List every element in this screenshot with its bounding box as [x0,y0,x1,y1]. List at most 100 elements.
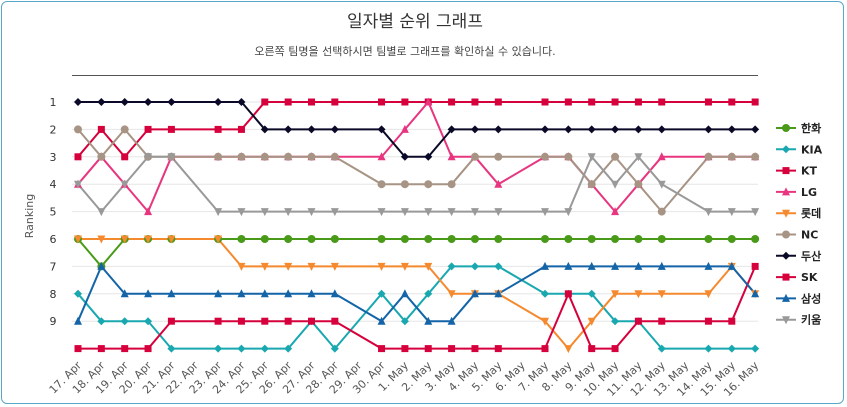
data-point [237,152,246,161]
legend-marker-0 [782,124,790,132]
data-point [727,125,736,134]
data-point [751,125,760,134]
data-point [400,180,409,189]
data-point [261,98,269,106]
legend-item-9[interactable]: 키움 [801,313,821,327]
data-point [307,208,316,217]
data-point [74,98,82,106]
data-point [704,290,713,299]
data-point [494,345,502,353]
y-tick-label-5: 5 [50,206,57,219]
data-point [167,98,176,106]
data-point [470,208,479,217]
data-point [424,262,433,271]
y-tick-label-3: 3 [50,151,57,164]
legend-item-0[interactable]: 한화 [801,121,821,135]
data-point [308,98,315,106]
data-point [144,207,153,216]
legend-item-6[interactable]: 두산 [801,249,821,263]
data-point [378,345,386,353]
data-point [541,125,549,134]
data-point [284,289,293,298]
data-point [144,235,153,244]
data-point [611,152,620,161]
data-point [587,125,596,134]
legend-item-3[interactable]: LG [801,186,817,199]
data-point [704,261,713,270]
series-line-5 [77,127,756,214]
data-point [120,317,129,326]
data-point [424,97,433,106]
data-point [97,345,105,353]
data-point [704,235,713,243]
y-axis-label: Ranking [23,194,36,239]
data-point [727,235,736,243]
data-point [587,261,596,270]
data-point [470,152,479,161]
y-tick-label-4: 4 [50,178,57,191]
data-point [611,317,620,326]
data-point [400,235,409,243]
data-point [564,261,573,270]
data-point [400,317,409,326]
data-point [634,98,642,106]
data-point [658,98,666,106]
data-point [308,317,315,325]
data-point [260,289,269,298]
data-point [634,317,642,325]
data-point [634,180,643,189]
legend-item-1[interactable]: KIA [801,143,823,156]
data-point [704,317,712,325]
data-point [237,98,246,106]
data-point [74,180,82,189]
legend-item-8[interactable]: 삼성 [801,291,821,305]
data-point [377,180,386,189]
data-point [237,262,246,271]
data-point [564,152,573,161]
data-point [400,289,409,298]
data-point [424,180,433,189]
data-point [237,208,246,217]
data-point [541,235,549,243]
data-point [330,235,339,243]
data-point [74,153,82,161]
legend-item-7[interactable]: SK [801,271,818,284]
data-point [97,235,106,244]
data-point [121,345,129,353]
data-point [74,316,82,325]
data-point [751,98,759,106]
data-point [424,345,432,353]
legend-item-2[interactable]: KT [801,165,818,178]
data-point [634,261,643,270]
data-point [167,153,176,162]
data-point [751,208,760,217]
data-point [587,180,596,189]
data-point [447,208,456,217]
data-point [97,261,106,270]
data-point [424,316,433,325]
data-point [657,207,666,216]
data-point [284,317,292,325]
chart-subtitle: 오른쪽 팀명을 선택하시면 팀별로 그래프를 확인하실 수 있습니다. [254,44,555,58]
legend-item-5[interactable]: NC [801,229,818,242]
data-point [167,317,175,325]
data-point [494,235,503,243]
data-point [330,262,339,271]
data-point [260,152,269,161]
y-tick-label-6: 6 [50,233,57,246]
data-point [541,317,549,326]
data-point [97,125,105,133]
data-point [751,344,760,353]
data-point [307,152,316,161]
data-point [284,208,293,217]
data-point [214,344,223,353]
data-point [657,261,666,270]
data-point [400,152,409,161]
data-point [401,98,409,106]
series-line-7 [78,266,757,350]
data-point [470,235,479,243]
data-point [447,316,456,325]
data-point [214,289,223,298]
legend-item-4[interactable]: 롯데 [801,206,821,220]
